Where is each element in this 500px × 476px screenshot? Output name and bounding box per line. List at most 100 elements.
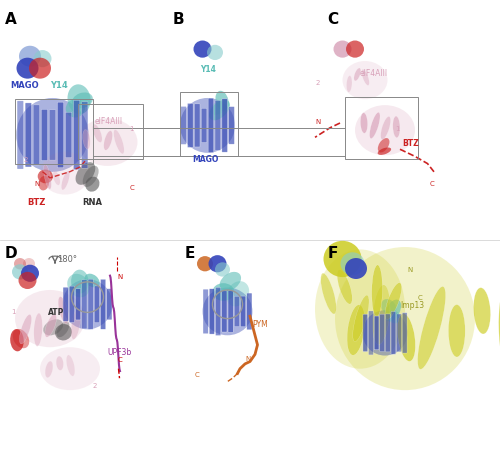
FancyBboxPatch shape (58, 103, 64, 169)
Circle shape (215, 263, 230, 277)
FancyBboxPatch shape (391, 312, 396, 355)
Text: 180°: 180° (58, 254, 78, 263)
Ellipse shape (66, 100, 85, 118)
Ellipse shape (38, 177, 49, 191)
Ellipse shape (62, 280, 112, 329)
Ellipse shape (210, 102, 226, 116)
FancyBboxPatch shape (386, 314, 390, 352)
Bar (345, 98, 418, 159)
Ellipse shape (498, 288, 500, 373)
Ellipse shape (372, 285, 390, 345)
Text: MAGO: MAGO (10, 81, 38, 90)
Ellipse shape (380, 117, 390, 140)
Text: C: C (195, 372, 200, 377)
Bar (78, 105, 142, 159)
Ellipse shape (58, 297, 68, 324)
FancyBboxPatch shape (240, 297, 246, 327)
Text: BTZ: BTZ (402, 139, 419, 147)
Text: D: D (5, 245, 18, 260)
Ellipse shape (66, 355, 75, 377)
FancyBboxPatch shape (82, 102, 88, 169)
Circle shape (12, 265, 28, 280)
FancyBboxPatch shape (180, 107, 186, 145)
Text: Y14: Y14 (200, 65, 216, 73)
Ellipse shape (354, 69, 361, 82)
Circle shape (16, 59, 38, 79)
Ellipse shape (360, 113, 368, 134)
Ellipse shape (104, 131, 112, 151)
Ellipse shape (398, 314, 415, 362)
Ellipse shape (386, 311, 401, 324)
Ellipse shape (362, 311, 408, 356)
Circle shape (23, 258, 35, 270)
FancyBboxPatch shape (203, 289, 208, 334)
Text: 1: 1 (395, 126, 400, 131)
Text: eIF4AIII: eIF4AIII (360, 69, 388, 78)
Text: 2: 2 (316, 80, 320, 86)
Ellipse shape (370, 113, 380, 139)
FancyBboxPatch shape (70, 287, 74, 323)
Ellipse shape (381, 299, 396, 316)
Circle shape (334, 41, 351, 59)
Ellipse shape (45, 361, 53, 378)
Ellipse shape (385, 283, 402, 320)
Ellipse shape (44, 165, 52, 190)
Ellipse shape (335, 248, 475, 390)
Ellipse shape (67, 274, 90, 298)
Ellipse shape (82, 130, 90, 150)
Text: C: C (130, 185, 135, 191)
Ellipse shape (315, 250, 405, 369)
Ellipse shape (12, 329, 29, 348)
FancyBboxPatch shape (188, 104, 193, 148)
Text: BTZ: BTZ (28, 198, 46, 207)
FancyBboxPatch shape (100, 280, 105, 329)
Ellipse shape (474, 288, 490, 334)
Circle shape (340, 253, 364, 276)
Ellipse shape (378, 148, 391, 156)
Ellipse shape (55, 324, 72, 341)
FancyBboxPatch shape (76, 289, 80, 320)
Ellipse shape (346, 77, 352, 93)
Ellipse shape (220, 272, 241, 291)
FancyBboxPatch shape (82, 280, 87, 329)
Text: ATP: ATP (48, 307, 64, 316)
Ellipse shape (84, 274, 100, 288)
Circle shape (34, 51, 52, 68)
Text: A: A (5, 12, 17, 27)
Ellipse shape (353, 296, 369, 342)
Bar (180, 93, 238, 157)
Text: N: N (118, 273, 123, 279)
FancyBboxPatch shape (229, 108, 234, 145)
Ellipse shape (212, 284, 234, 301)
Ellipse shape (180, 99, 235, 153)
Circle shape (197, 257, 213, 272)
Text: Imp13: Imp13 (400, 300, 424, 309)
FancyBboxPatch shape (63, 288, 68, 322)
Ellipse shape (40, 347, 100, 390)
Ellipse shape (385, 300, 401, 322)
FancyBboxPatch shape (215, 101, 220, 151)
Circle shape (324, 241, 362, 278)
FancyBboxPatch shape (368, 311, 374, 355)
Text: C: C (418, 295, 422, 300)
Text: F: F (328, 245, 338, 260)
FancyBboxPatch shape (33, 106, 40, 166)
Ellipse shape (347, 305, 365, 356)
Ellipse shape (337, 270, 352, 305)
Text: E: E (185, 245, 196, 260)
Text: C: C (118, 357, 122, 362)
Ellipse shape (86, 177, 100, 192)
Circle shape (29, 59, 51, 79)
FancyBboxPatch shape (94, 287, 100, 323)
Ellipse shape (418, 287, 446, 369)
Ellipse shape (362, 70, 370, 86)
Ellipse shape (226, 282, 249, 307)
Text: B: B (172, 12, 184, 27)
Ellipse shape (92, 125, 102, 143)
Text: UPF3b: UPF3b (108, 348, 132, 357)
Text: 2: 2 (24, 157, 28, 162)
Text: PYM: PYM (252, 319, 268, 328)
FancyBboxPatch shape (374, 317, 379, 350)
Circle shape (19, 47, 41, 68)
FancyBboxPatch shape (194, 105, 200, 148)
